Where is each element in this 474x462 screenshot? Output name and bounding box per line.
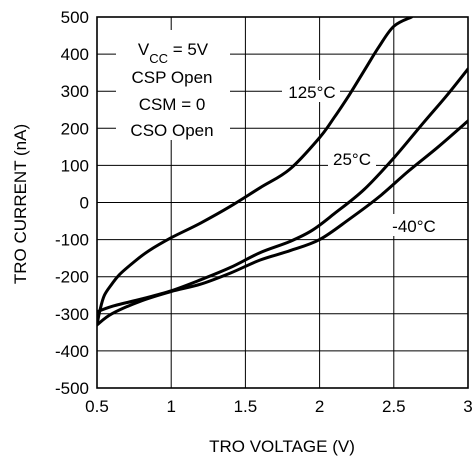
y-tick-label: 0 [80,194,89,213]
series-line-neg40c [97,119,468,327]
plot-frame [96,16,469,389]
label-bg-125 [282,80,340,102]
y-tick-label: -100 [55,231,89,250]
x-tick-label: 1.5 [234,397,258,416]
y-tick-label: 300 [61,82,89,101]
x-tick-label: 2.5 [382,397,406,416]
y-tick-label: 500 [61,8,89,27]
y-tick-label: -400 [55,342,89,361]
y-tick-label: 200 [61,119,89,138]
csp-annotation: CSP Open [132,68,213,87]
x-tick-label: 2 [315,397,324,416]
y-tick-label: 100 [61,156,89,175]
series-label-25c: 25°C [333,150,371,169]
series-label-neg40c: -40°C [392,217,436,236]
tick-labels: 0.5 1 1.5 2 2.5 3 500 400 300 200 100 0 -100 -200 -300… [55,8,473,416]
x-axis-title: TRO VOLTAGE (V) [209,437,355,456]
vcc-subscript: CC [149,51,168,66]
y-tick-label: -200 [55,268,89,287]
series-group [97,17,468,327]
x-tick-label: 0.5 [85,397,109,416]
y-tick-label: -500 [55,379,89,398]
label-bg-25 [328,148,376,170]
label-bg-neg40 [385,214,441,236]
y-tick-label: 400 [61,45,89,64]
cso-annotation: CSO Open [130,121,213,140]
conditions-box [116,30,230,140]
y-tick-label: -300 [55,305,89,324]
y-axis-title: TRO CURRENT (nA) [11,124,30,284]
series-label-125c: 125°C [288,83,335,102]
csm-annotation: CSM = 0 [139,95,206,114]
x-tick-label: 3 [463,397,472,416]
series-line-125c [97,17,414,327]
vcc-symbol: V [138,40,150,59]
vcc-annotation: VCC = 5V [138,40,209,66]
vcc-value: = 5V [168,40,209,59]
x-tick-label: 1 [166,397,175,416]
